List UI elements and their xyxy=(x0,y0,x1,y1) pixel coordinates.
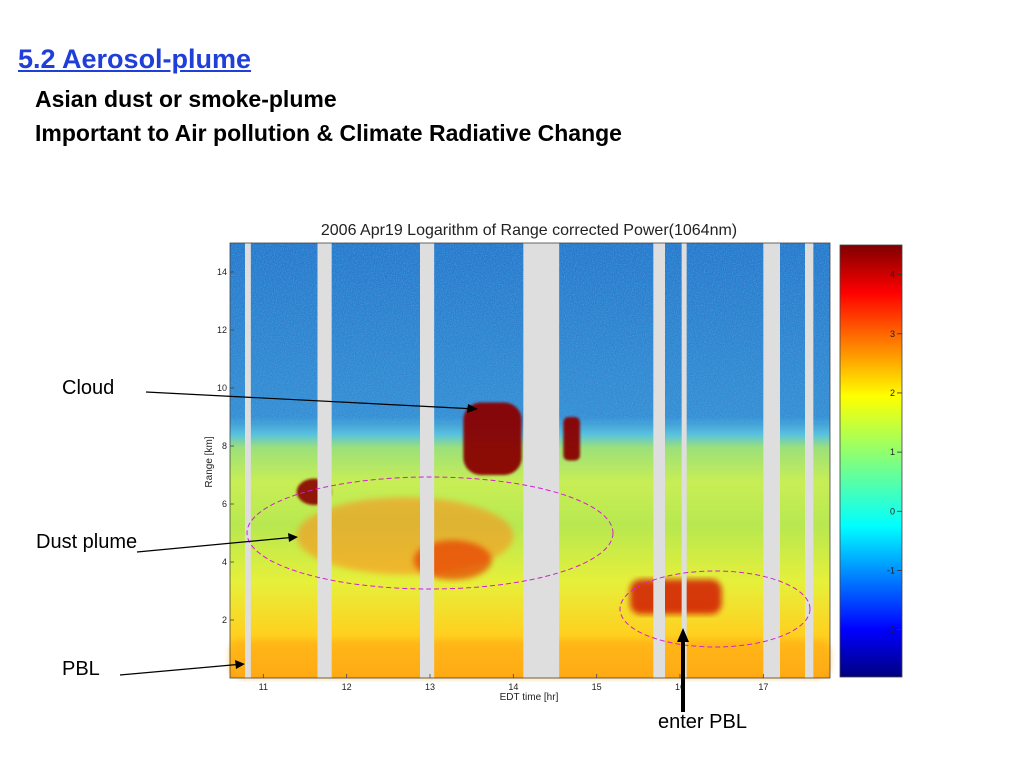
colorbar-tick-label-1: -1 xyxy=(887,565,895,575)
colorbar-tick-label-6: 4 xyxy=(890,270,895,280)
heatmap-plot: 11 12 13 14 15 16 17 2 4 6 8 10 12 14 xyxy=(217,242,831,692)
enter-pbl-arrowhead xyxy=(677,628,689,642)
enter-pbl-ellipse xyxy=(619,570,811,648)
data-gap-1 xyxy=(317,243,332,678)
y-tick-label-3: 8 xyxy=(222,441,227,451)
x-tick-label-6: 17 xyxy=(758,682,768,692)
slide-subtitle-1: Asian dust or smoke-plume xyxy=(35,86,337,112)
dust-plume-label: Dust plume xyxy=(36,531,138,553)
dust-plume-arrow xyxy=(136,536,297,553)
feature-cloud-0 xyxy=(463,402,522,475)
x-tick-label-5: 16 xyxy=(675,682,685,692)
cloud-arrowhead xyxy=(467,404,478,413)
cloud-label: Cloud xyxy=(62,377,115,399)
y-tick-label-0: 2 xyxy=(222,615,227,625)
colorbar-gradient xyxy=(839,244,903,678)
data-gap-6 xyxy=(763,243,780,678)
dust-plume-ellipse xyxy=(246,476,614,590)
y-tick-label-5: 12 xyxy=(217,325,227,335)
pbl-arrowhead xyxy=(235,660,245,669)
x-tick-label-3: 14 xyxy=(508,682,518,692)
data-gap-4 xyxy=(653,243,665,678)
colorbar-tick-label-0: -2 xyxy=(887,625,895,635)
y-axis-label: Range [km] xyxy=(204,436,215,487)
x-tick-label-0: 11 xyxy=(259,682,268,692)
colorbar: -2 -1 0 1 2 3 4 xyxy=(839,244,903,678)
x-tick-label-1: 12 xyxy=(342,682,352,692)
colorbar-tick-label-3: 1 xyxy=(890,447,895,457)
data-gap-7 xyxy=(805,243,814,678)
x-tick-label-2: 13 xyxy=(425,682,435,692)
y-tick-label-4: 10 xyxy=(217,383,227,393)
colorbar-tick-label-5: 3 xyxy=(890,329,895,339)
chart-title: 2006 Apr19 Logarithm of Range corrected … xyxy=(321,222,737,239)
x-axis-label: EDT time [hr] xyxy=(500,692,559,703)
data-gap-5 xyxy=(681,243,687,678)
y-tick-label-6: 14 xyxy=(217,267,227,277)
plot-frame xyxy=(229,242,831,679)
feature-cloud-1 xyxy=(563,417,580,461)
colorbar-tick-label-4: 2 xyxy=(890,388,895,398)
cloud-arrow xyxy=(145,391,477,410)
pbl-arrow xyxy=(119,663,244,676)
y-tick-label-1: 4 xyxy=(222,557,227,567)
data-gap-3 xyxy=(523,243,560,678)
data-gap-2 xyxy=(420,243,435,678)
enter-pbl-label: enter PBL xyxy=(658,711,747,733)
data-gap-0 xyxy=(245,243,251,678)
y-tick-label-2: 6 xyxy=(222,499,227,509)
x-tick-label-4: 15 xyxy=(592,682,602,692)
feature-enter-pbl-4 xyxy=(630,579,722,615)
colorbar-tick-label-2: 0 xyxy=(890,506,895,516)
dust-plume-arrowhead xyxy=(288,533,298,542)
slide-title: 5.2 Aerosol-plume xyxy=(18,44,252,74)
pbl-label: PBL xyxy=(62,658,100,680)
slide-subtitle-2: Important to Air pollution & Climate Rad… xyxy=(35,120,622,146)
